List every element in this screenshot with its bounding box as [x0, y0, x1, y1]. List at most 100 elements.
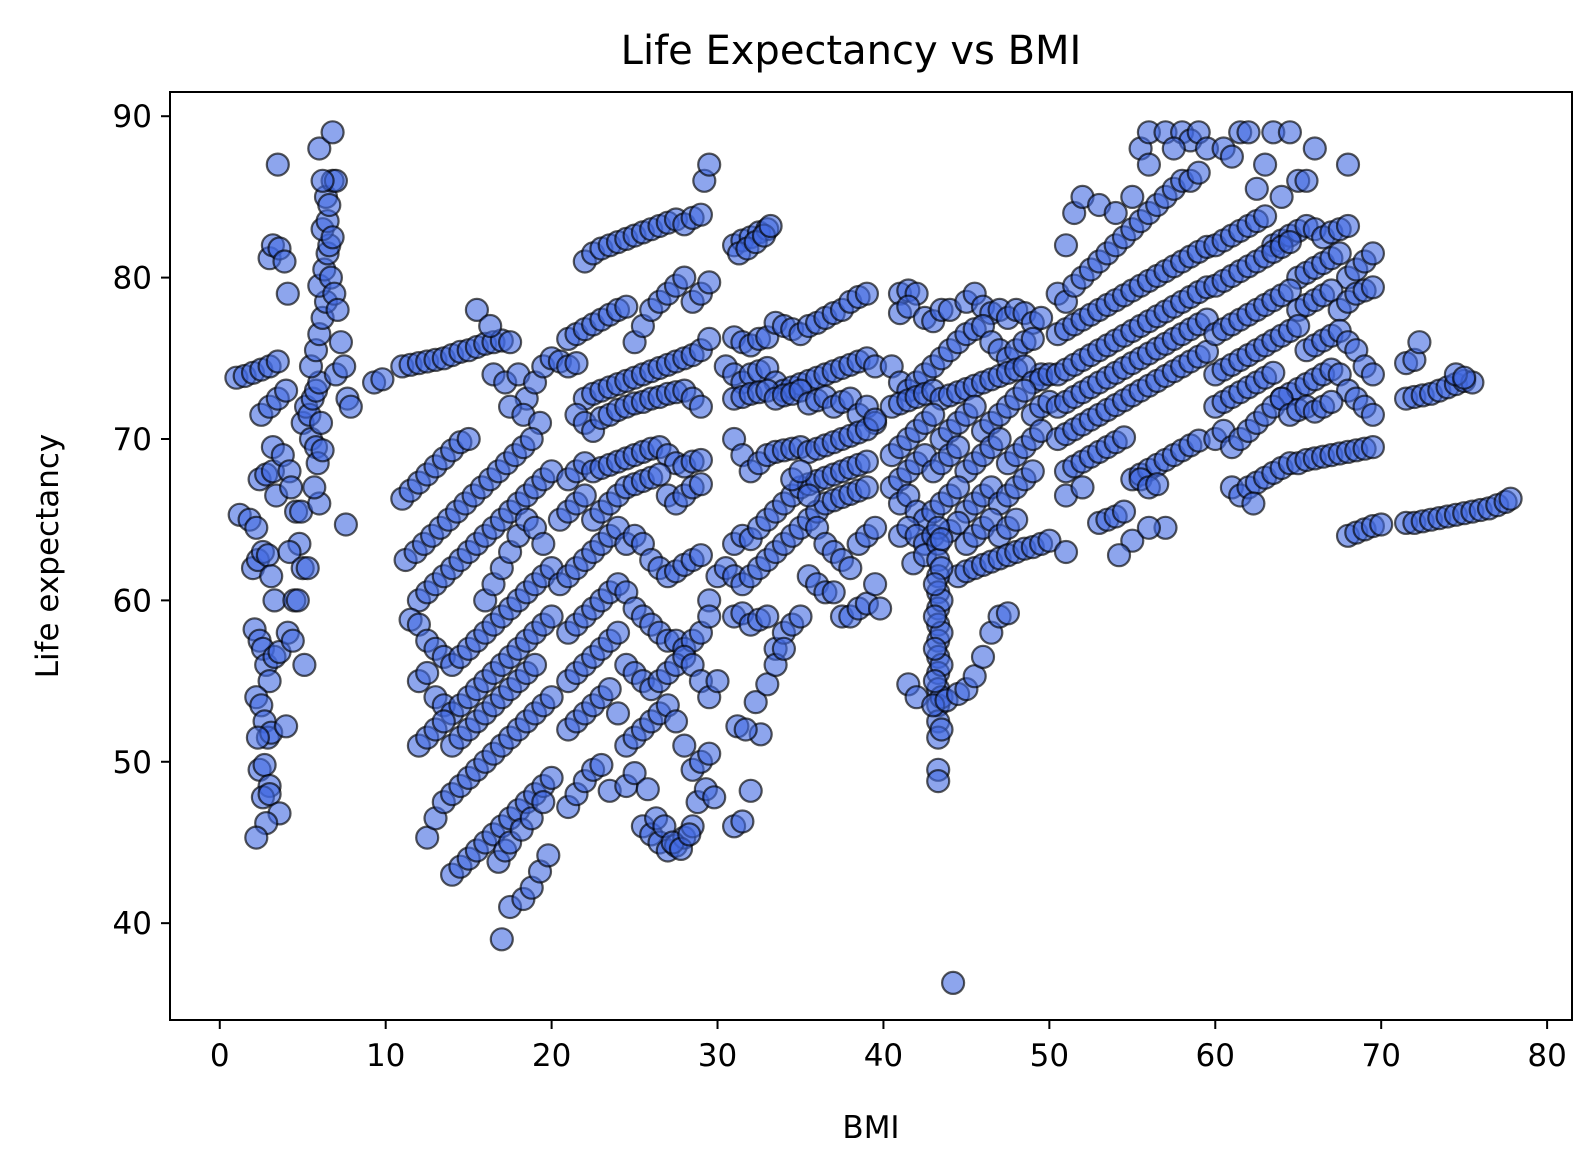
data-point [280, 628, 305, 653]
chart-title: Life Expectancy vs BMI [621, 28, 1082, 74]
points-layer [224, 120, 1523, 996]
y-tick-label: 60 [113, 583, 152, 619]
data-point [929, 717, 954, 742]
data-point [647, 462, 672, 487]
data-point [1111, 425, 1137, 450]
data-point [370, 367, 395, 392]
x-tick-label: 20 [532, 1038, 571, 1074]
data-point [1037, 528, 1062, 553]
data-point [1335, 213, 1361, 239]
data-point [531, 789, 556, 815]
x-tick-label: 10 [366, 1038, 405, 1074]
data-point [1302, 136, 1327, 161]
data-point [605, 620, 631, 645]
data-point [295, 555, 320, 581]
data-point [702, 785, 727, 810]
data-point [896, 294, 921, 319]
data-point [688, 472, 714, 497]
data-point [332, 354, 357, 379]
data-point [536, 843, 561, 868]
data-point [589, 752, 614, 778]
data-point [1161, 136, 1186, 161]
data-point [743, 689, 768, 715]
y-tick-label: 70 [113, 422, 152, 458]
data-point [926, 768, 951, 794]
data-point [1136, 152, 1162, 177]
data-point [922, 604, 948, 629]
data-point [320, 120, 345, 145]
data-point [244, 515, 269, 540]
y-tick-label: 80 [113, 261, 152, 297]
data-point [257, 668, 282, 694]
data-point [922, 668, 948, 694]
data-point [922, 636, 948, 661]
data-point [285, 588, 310, 613]
x-tick-label: 0 [210, 1038, 230, 1074]
data-point [672, 265, 697, 290]
data-point [1360, 402, 1386, 427]
data-point [302, 475, 327, 500]
data-point [1012, 378, 1037, 403]
data-point [262, 588, 287, 613]
data-point [275, 281, 300, 306]
data-point [1103, 200, 1128, 226]
data-point [1186, 160, 1211, 185]
data-point [821, 580, 846, 605]
data-point [771, 636, 797, 661]
data-point [730, 809, 755, 834]
data-point [622, 760, 647, 786]
y-axis: 40 50 60 70 80 90 [113, 99, 170, 942]
data-point [921, 402, 946, 427]
data-point [1335, 152, 1361, 177]
data-point [697, 152, 722, 177]
data-point [320, 225, 345, 250]
data-point [1277, 120, 1303, 145]
data-point [1020, 459, 1045, 484]
data-point [272, 249, 297, 274]
data-point [945, 475, 971, 500]
data-point [1241, 491, 1266, 516]
data-point [688, 543, 714, 568]
data-point [464, 297, 489, 322]
data-point [1053, 233, 1079, 258]
data-point [838, 555, 863, 581]
data-point [672, 733, 697, 758]
data-point [1252, 152, 1278, 177]
data-point [522, 652, 548, 678]
data-point [1120, 184, 1145, 209]
data-point [1136, 515, 1162, 540]
data-point [962, 394, 987, 419]
x-tick-label: 80 [1527, 1038, 1566, 1074]
data-point [854, 475, 880, 500]
data-point [1407, 330, 1432, 355]
data-point [940, 970, 966, 996]
data-point [252, 752, 277, 778]
data-point [1269, 184, 1294, 209]
data-point [677, 822, 702, 847]
data-point [1498, 486, 1523, 511]
data-point [995, 601, 1021, 626]
data-point [738, 778, 763, 803]
data-point [663, 709, 689, 734]
data-point [279, 475, 304, 500]
data-point [1360, 275, 1386, 300]
data-point [310, 168, 335, 193]
data-point [697, 741, 722, 766]
data-point [1004, 507, 1029, 532]
data-point [519, 426, 544, 452]
data-point [307, 136, 332, 161]
data-point [796, 483, 821, 508]
data-point [1244, 176, 1269, 201]
data-point [605, 701, 631, 726]
data-point [489, 927, 514, 952]
data-point [854, 449, 880, 474]
data-point [274, 378, 299, 403]
data-point [697, 326, 722, 351]
x-tick-label: 60 [1196, 1038, 1235, 1074]
data-point [1360, 241, 1386, 266]
data-point [328, 330, 353, 355]
data-point [929, 526, 954, 552]
data-point [415, 660, 440, 686]
